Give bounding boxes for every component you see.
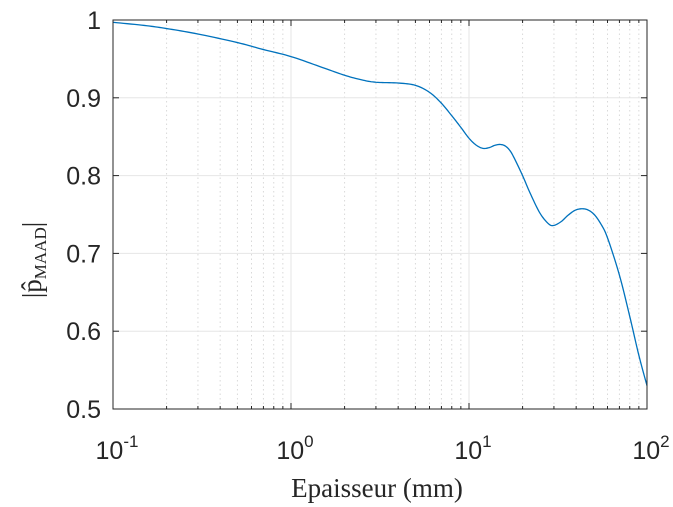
x-axis-label: Epaisseur (mm) bbox=[291, 473, 463, 503]
x-tick-label-exponent: 1 bbox=[482, 432, 491, 451]
y-tick-label: 0.9 bbox=[66, 85, 101, 113]
y-axis-label-main: |p̂ bbox=[17, 279, 47, 298]
x-tick-label-base: 10 bbox=[276, 437, 304, 465]
y-tick-label: 0.7 bbox=[66, 240, 101, 268]
y-axis-label-close: | bbox=[17, 222, 47, 227]
y-tick-label: 1 bbox=[87, 7, 101, 35]
x-tick-label: 10-1 bbox=[96, 432, 139, 465]
x-tick-label-exponent: -1 bbox=[123, 432, 138, 451]
x-tick-label: 102 bbox=[632, 432, 669, 465]
x-tick-label-base: 10 bbox=[632, 437, 660, 465]
x-tick-label-exponent: 2 bbox=[660, 432, 669, 451]
y-tick-label: 0.5 bbox=[66, 396, 101, 424]
x-tick-label: 100 bbox=[276, 432, 313, 465]
y-axis-label: |p̂MAAD| bbox=[17, 222, 50, 298]
y-tick-label: 0.8 bbox=[66, 163, 101, 191]
y-axis-label-subscript: MAAD bbox=[31, 227, 50, 279]
x-tick-label-exponent: 0 bbox=[304, 432, 313, 451]
series-layer bbox=[112, 21, 648, 386]
series-line bbox=[112, 21, 648, 386]
x-tick-label-base: 10 bbox=[96, 437, 124, 465]
major-grid bbox=[113, 20, 647, 409]
x-tick-label: 101 bbox=[454, 432, 491, 465]
y-tick-label: 0.6 bbox=[66, 318, 101, 346]
axes-box bbox=[112, 19, 648, 410]
x-tick-label-base: 10 bbox=[454, 437, 482, 465]
ticks-layer bbox=[112, 19, 648, 410]
